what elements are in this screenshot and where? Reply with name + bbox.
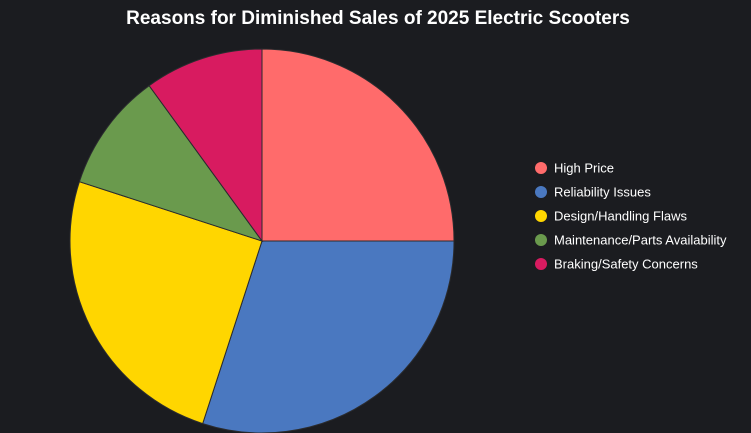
legend-label: Design/Handling Flaws — [554, 209, 687, 224]
pie-slice-design-handling-flaws[interactable] — [69, 181, 263, 425]
pie-slice-braking-safety-concerns[interactable] — [148, 48, 263, 243]
legend-item-braking-safety-concerns[interactable]: Braking/Safety Concerns — [535, 257, 698, 272]
pie-slice-high-price[interactable] — [261, 48, 455, 242]
legend-swatch — [535, 210, 547, 222]
legend: High Price Reliability Issues Design/Handl… — [535, 161, 727, 272]
legend-swatch — [535, 162, 547, 174]
legend-swatch — [535, 258, 547, 270]
legend-item-design-handling-flaws[interactable]: Design/Handling Flaws — [535, 209, 687, 224]
legend-item-high-price[interactable]: High Price — [535, 161, 614, 176]
pie-slice-maintenance-parts-availability[interactable] — [78, 84, 264, 242]
pie-slice-reliability-issues[interactable] — [202, 240, 455, 433]
legend-swatch — [535, 186, 547, 198]
legend-swatch — [535, 234, 547, 246]
legend-label: Maintenance/Parts Availability — [554, 233, 727, 248]
pie-slices — [69, 48, 455, 433]
legend-label: High Price — [554, 161, 614, 176]
legend-item-maintenance-parts-availability[interactable]: Maintenance/Parts Availability — [535, 233, 727, 248]
legend-label: Braking/Safety Concerns — [554, 257, 698, 272]
legend-item-reliability-issues[interactable]: Reliability Issues — [535, 185, 651, 200]
legend-label: Reliability Issues — [554, 185, 651, 200]
chart-title: Reasons for Diminished Sales of 2025 Ele… — [126, 8, 630, 29]
